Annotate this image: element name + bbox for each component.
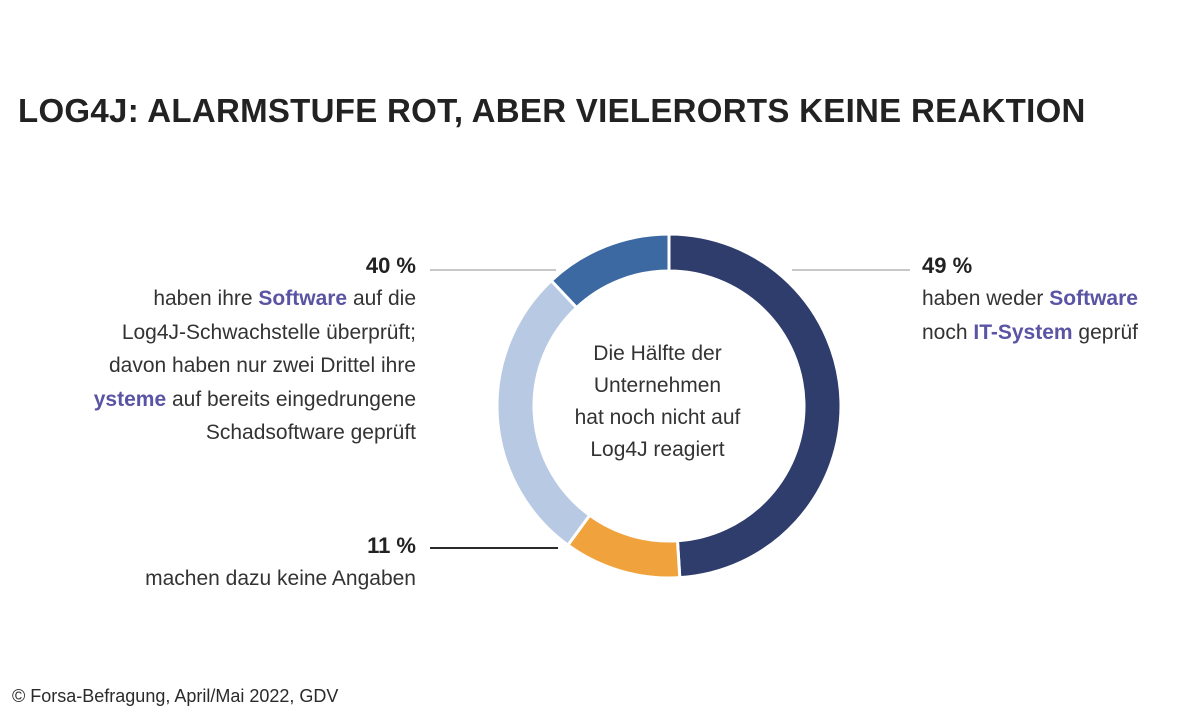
- desc-line: ysteme auf bereits eingedrungene: [93, 387, 416, 411]
- chart-title: LOG4J: ALARMSTUFE ROT, ABER VIELERORTS K…: [18, 92, 1086, 129]
- desc-line: Log4J-Schwachstelle überprüft;: [121, 320, 416, 344]
- center-text-line: Log4J reagiert: [590, 438, 725, 461]
- leader-line-11: [430, 547, 558, 549]
- source-credit: © Forsa-Befragung, April/Mai 2022, GDV: [12, 686, 339, 706]
- desc-line: davon haben nur zwei Drittel ihre: [108, 354, 416, 377]
- center-text-line: hat noch nicht auf: [574, 406, 741, 429]
- center-text-line: Die Hälfte der: [593, 342, 722, 365]
- donut-slice-11: [565, 513, 682, 580]
- desc-line: noch IT-System geprüf: [922, 320, 1138, 344]
- donut-center-text: Die Hälfte der Unternehmen hat noch nich…: [545, 338, 770, 466]
- desc-line: haben ihre Software auf die: [153, 287, 416, 310]
- label-49-percent: 49 %: [922, 253, 973, 278]
- center-text-line: Unternehmen: [593, 374, 722, 397]
- desc-line: machen dazu keine Angaben: [145, 567, 416, 590]
- label-40-description: haben ihre Software auf die Log4J-Schwac…: [94, 282, 416, 450]
- label-11-description: machen dazu keine Angaben: [145, 562, 416, 596]
- donut-slice-12: [549, 232, 671, 310]
- donut-slice-49: [667, 232, 843, 580]
- leader-line-40: [430, 269, 556, 271]
- desc-line: Schadsoftware geprüft: [205, 421, 416, 444]
- label-40-percent: 40 %: [365, 253, 416, 278]
- leader-line-49: [792, 269, 910, 271]
- desc-line: haben weder Software: [922, 287, 1138, 310]
- label-11-percent: 11 %: [367, 533, 416, 558]
- label-49-description: haben weder Software noch IT-System gepr…: [922, 282, 1138, 349]
